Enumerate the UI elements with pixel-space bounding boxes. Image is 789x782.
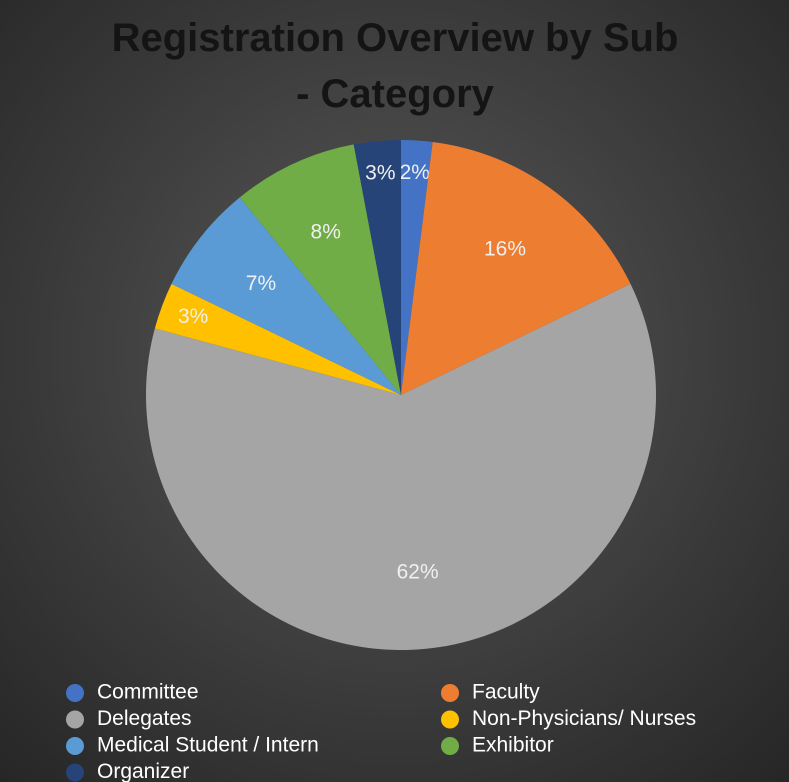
chart-title: Registration Overview by Sub - Category — [111, 16, 679, 116]
legend-label: Faculty — [472, 681, 540, 704]
legend-label: Organizer — [97, 760, 189, 782]
legend-swatch — [66, 737, 84, 755]
pie-slice — [154, 283, 401, 395]
data-label: 3% — [365, 162, 395, 185]
data-label: 7% — [246, 272, 276, 295]
legend-label: Committee — [97, 681, 199, 704]
data-label: 3% — [178, 305, 208, 328]
legend-swatch — [66, 763, 84, 782]
data-label: 62% — [397, 560, 439, 583]
pie-slice — [353, 140, 401, 395]
legend-swatch — [441, 684, 459, 702]
data-label: 2% — [400, 161, 430, 184]
legend-label: Medical Student / Intern — [97, 734, 319, 757]
legend-swatch — [441, 710, 459, 729]
pie-slice — [239, 144, 401, 395]
data-label: 16% — [484, 237, 526, 260]
pie-slice — [171, 197, 401, 395]
data-label: 8% — [311, 221, 341, 244]
legend-swatch — [66, 684, 84, 702]
legend-label: Non-Physicians/ Nurses — [472, 707, 696, 730]
legend-label: Delegates — [97, 707, 192, 730]
pie-slice — [146, 283, 657, 650]
legend-swatch — [441, 737, 459, 755]
legend-swatch — [66, 710, 84, 729]
pie-slice — [401, 140, 433, 395]
legend-label: Exhibitor — [472, 734, 554, 757]
pie-slice — [401, 141, 631, 395]
